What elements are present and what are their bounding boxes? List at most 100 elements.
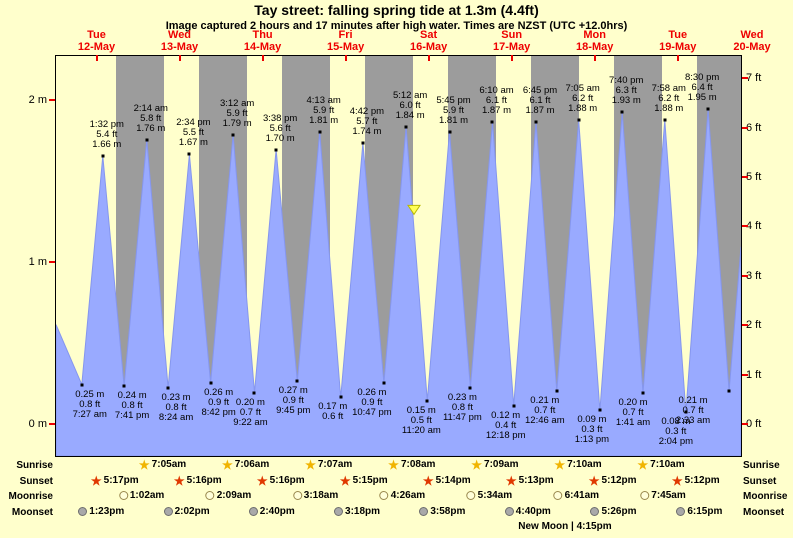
moonrise-time: 1:02am <box>129 490 165 501</box>
day-header: Tue 12-May <box>78 29 115 53</box>
sunset-entry: ★ 5:13pm <box>506 475 554 487</box>
tide-annotation-line: 1:32 pm <box>89 119 124 131</box>
astro-row-label-left-moonset: Moonset <box>11 507 53 518</box>
sunset-entry: ★ 5:12pm <box>671 473 720 488</box>
meter-axis-label: 0 m <box>28 418 47 430</box>
day-date: 14-May <box>243 41 282 53</box>
tide-annotation-line: 1.87 m <box>525 105 555 117</box>
sunset-time: 5:13pm <box>518 475 554 486</box>
tide-annotation-line: 5.9 ft <box>226 108 248 120</box>
tide-annotation-line: 6.1 ft <box>485 95 508 107</box>
moonset-entry: 3:18pm <box>334 506 380 517</box>
day-name: Fri <box>338 29 353 41</box>
sunrise-icon: ★ <box>471 457 483 472</box>
chart-title: Tay street: falling spring tide at 1.3m … <box>254 2 539 18</box>
feet-axis-label: 5 ft <box>746 171 762 184</box>
tide-high-annotation: 4:42 pm 5.7 ft 1.74 m <box>350 107 384 137</box>
day-header: Tue 19-May <box>659 29 696 53</box>
sunrise-time: 7:05am <box>151 459 187 470</box>
feet-axis-label: 1 ft <box>746 368 762 381</box>
tide-annotation-line: 0.3 ft <box>665 426 687 438</box>
tide-high-annotation: 5:45 pm 5.9 ft 1.81 m <box>436 95 470 126</box>
tide-annotation-line: 8:30 pm <box>684 72 720 84</box>
tide-high-annotation: 7:05 am 6.2 ft 1.88 m <box>566 84 600 114</box>
moonset-icon <box>163 507 173 516</box>
tide-annotation-line: 4:42 pm <box>349 106 385 118</box>
sunset-icon: ★ <box>588 473 600 488</box>
tide-low-annotation: 0.26 m 0.9 ft 10:47 pm <box>352 387 392 418</box>
feet-axis-tick <box>742 274 748 277</box>
moonset-entry: 5:26pm <box>590 506 636 517</box>
feet-axis-label: 3 ft <box>746 269 762 282</box>
tide-extreme-dot <box>706 107 710 111</box>
sunrise-entry: ★ 7:06am <box>222 459 269 471</box>
tide-annotation-line: 0.8 ft <box>451 401 473 413</box>
moonrise-entry: 6:41am <box>553 490 599 501</box>
moonrise-time: 7:45am <box>651 490 686 501</box>
tide-extreme-dot <box>512 404 516 408</box>
tide-annotation-line: 5.7 ft <box>356 116 378 128</box>
tide-low-annotation: 0.09 m 0.3 ft 1:13 pm <box>575 415 609 445</box>
tide-extreme-dot <box>166 386 170 390</box>
tide-high-annotation: 3:38 pm 5.6 ft 1.70 m <box>263 113 297 144</box>
feet-axis-tick <box>742 126 748 129</box>
tide-annotation-line: 1:13 pm <box>574 434 610 446</box>
tide-high-annotation: 6:45 pm 6.1 ft 1.87 m <box>523 86 557 116</box>
tide-annotation-line: 6.2 ft <box>658 93 680 105</box>
day-header: Mon 18-May <box>576 29 613 53</box>
sunrise-time: 7:10am <box>650 459 685 470</box>
day-header: Wed 13-May <box>161 29 198 53</box>
tide-annotation-line: 1.88 m <box>568 103 598 115</box>
tide-low-annotation: 0.23 m 0.8 ft 8:24 am <box>159 392 193 423</box>
tide-high-annotation: 7:40 pm 6.3 ft 1.93 m <box>609 76 643 106</box>
tide-annotation-line: 11:47 pm <box>442 411 482 423</box>
tide-annotation-line: 7:58 am <box>651 83 686 95</box>
moonrise-icon <box>466 491 476 500</box>
tide-high-annotation: 7:58 am 6.2 ft 1.88 m <box>652 84 686 114</box>
tide-low-annotation: 0.20 m 0.7 ft 1:41 am <box>616 397 650 428</box>
tide-extreme-dot <box>187 152 191 156</box>
day-tick <box>178 55 181 61</box>
sunrise-entry: ★ 7:07am <box>305 459 352 471</box>
sunset-entry: ★ 5:16pm <box>174 475 222 487</box>
tide-annotation-line: 0.08 m <box>661 416 691 428</box>
tide-annotation-line: 7:40 pm <box>609 75 644 87</box>
feet-axis-label: 7 ft <box>746 72 762 85</box>
tide-extreme-dot <box>425 399 429 403</box>
sunrise-entry: ★ 7:10am <box>554 459 601 471</box>
tide-annotation-line: 3:12 am <box>219 98 255 110</box>
tide-annotation-line: 0.7 ft <box>622 406 644 418</box>
sunset-time: 5:12pm <box>684 475 720 486</box>
tide-annotation-line: 11:20 am <box>401 424 441 436</box>
sunset-icon: ★ <box>671 473 683 488</box>
feet-axis-tick <box>742 373 748 376</box>
day-name: Mon <box>583 29 606 41</box>
tide-annotation-line: 0.24 m <box>117 390 147 402</box>
tide-annotation-line: 0.17 m <box>318 401 348 413</box>
tide-annotation-line: 0.23 m <box>447 391 477 403</box>
moonrise-icon <box>118 491 128 500</box>
tide-annotation-line: 2:33 am <box>675 414 711 426</box>
tide-extreme-dot <box>620 110 624 114</box>
moonset-time: 3:18pm <box>345 506 381 517</box>
meter-axis-label: 1 m <box>28 256 47 268</box>
tide-extreme-dot <box>295 379 299 383</box>
day-header: Wed 20-May <box>733 29 770 53</box>
tide-high-annotation: 3:12 am 5.9 ft 1.79 m <box>220 99 254 129</box>
sunset-time: 5:12pm <box>601 475 637 486</box>
astro-row-label-right-moonrise: Moonrise <box>743 491 788 502</box>
tide-annotation-line: 1.76 m <box>136 122 166 134</box>
moonset-icon <box>504 507 514 516</box>
feet-axis-label: 2 ft <box>746 319 762 332</box>
tide-annotation-line: 12:18 pm <box>485 429 526 441</box>
tide-low-annotation: 0.12 m 0.4 ft 12:18 pm <box>485 410 526 441</box>
day-tick <box>261 55 264 61</box>
tide-extreme-dot <box>448 130 452 134</box>
astro-row-label-left-sunset: Sunset <box>19 476 53 487</box>
tide-annotation-line: 2:34 pm <box>176 117 211 129</box>
tide-area <box>56 109 741 456</box>
tide-annotation-line: 0.8 ft <box>121 400 143 412</box>
day-tick <box>593 55 596 61</box>
moonset-time: 4:40pm <box>515 506 551 517</box>
moonrise-icon <box>553 491 563 500</box>
